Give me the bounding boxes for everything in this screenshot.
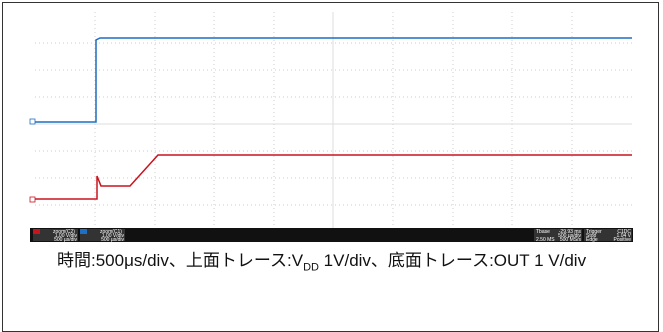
channel-timebase: 500 µs/div bbox=[101, 237, 124, 243]
tbase-rate: 500 MS/s bbox=[560, 237, 582, 243]
trigger-source: C1DC bbox=[617, 229, 631, 235]
caption-text: 時間:500μs/div、上面トレース:V bbox=[57, 251, 304, 270]
status-bar bbox=[30, 228, 633, 242]
tbase-offset: -29.93 ms bbox=[559, 229, 582, 235]
caption-text: 1V/div、底面トレース:OUT 1 V/div bbox=[318, 251, 587, 270]
trace-out bbox=[35, 154, 632, 200]
tbase-label: Tbase bbox=[536, 229, 550, 235]
channel-timebase: 500 µs/div bbox=[54, 237, 77, 243]
channel-label: zoom(C2) bbox=[53, 229, 75, 235]
channel-tag bbox=[80, 229, 87, 234]
trigger-mode: Stop bbox=[586, 233, 597, 239]
tbase-box bbox=[534, 229, 582, 241]
trigger-box bbox=[584, 229, 632, 241]
channel-scale: 1.00 V/div bbox=[102, 233, 125, 239]
trigger-level: 1.04 V bbox=[617, 233, 632, 239]
channel-box bbox=[33, 229, 78, 241]
trigger-label: Trigger bbox=[586, 229, 602, 235]
ch-marker bbox=[29, 118, 36, 125]
trigger-slope: Positive bbox=[613, 237, 631, 243]
channel-box bbox=[80, 229, 125, 241]
grid bbox=[35, 12, 632, 228]
channel-scale: 1.00 V/div bbox=[55, 233, 78, 239]
tbase-timebase: 500 µs/div bbox=[558, 233, 581, 239]
scope-screen: zoom(C2) 1.00 V/div 500 µs/div zoom(C1) … bbox=[29, 12, 633, 243]
ch-marker bbox=[29, 196, 36, 203]
channel-label: zoom(C1) bbox=[100, 229, 122, 235]
caption-subscript: DD bbox=[303, 261, 319, 274]
channel-tag bbox=[33, 229, 40, 234]
trace-vdd bbox=[35, 37, 632, 123]
caption: 時間:500μs/div、上面トレース:VDD 1V/div、底面トレース:OU… bbox=[57, 244, 657, 284]
tbase-samples: 2.50 MS bbox=[536, 237, 555, 243]
trigger-type: Edge bbox=[586, 237, 598, 243]
